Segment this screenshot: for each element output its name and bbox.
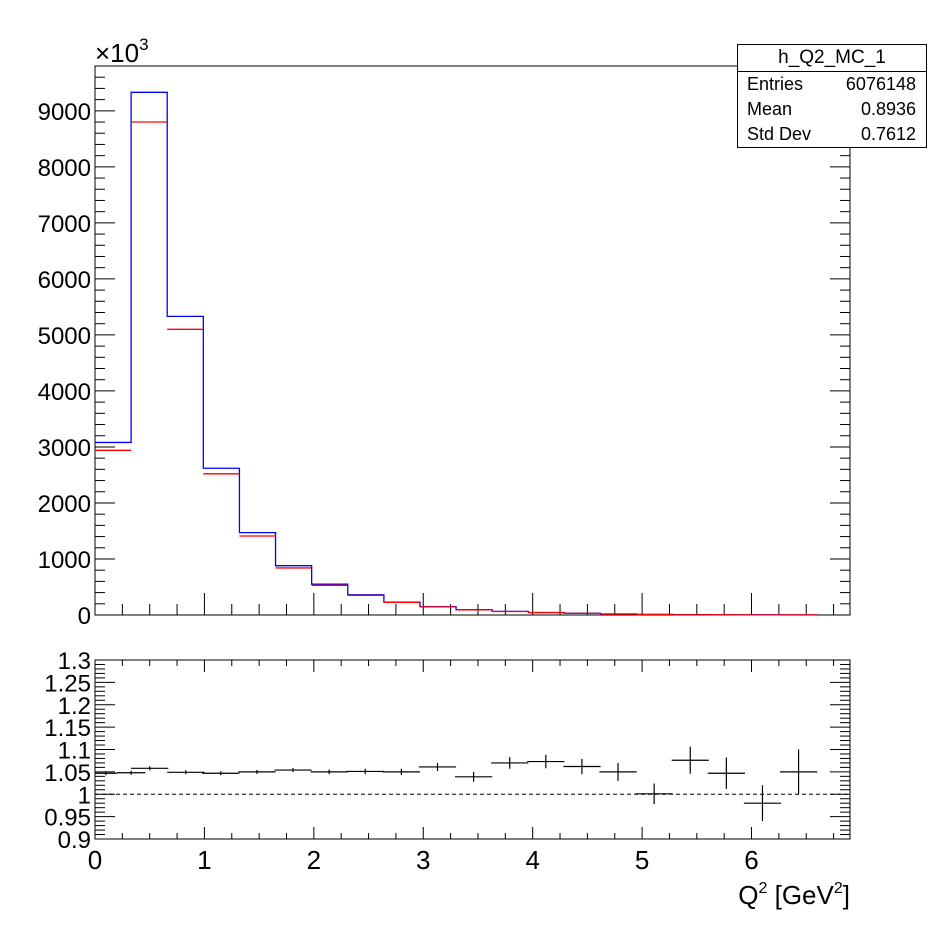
stats-label: Entries	[747, 74, 804, 94]
ratio-point	[382, 768, 420, 776]
ratio-point	[779, 749, 818, 795]
y-tick-label: 1000	[38, 547, 91, 574]
ratio-y-tick-label: 0.95	[44, 805, 91, 832]
ratio-y-tick-label: 1.2	[58, 693, 91, 720]
top-histogram-panel: 0 1000 2000 3000 4000 5000 6000 7000 8000 9000 ×10…	[38, 35, 851, 630]
stats-value: 0.8936	[860, 99, 916, 119]
ratio-point	[202, 771, 240, 776]
ratio-point	[310, 769, 348, 775]
y-tick-label: 8000	[38, 155, 91, 182]
x-axis-title-part: [GeV	[767, 880, 834, 910]
y-tick-label: 0	[78, 603, 91, 630]
ratio-point	[454, 771, 493, 782]
stats-row-mean: Mean 0.8936	[738, 97, 926, 122]
x-axis-title-part: ]	[843, 880, 850, 910]
ratio-y-tick-label: 0.9	[58, 827, 91, 854]
ratio-point	[131, 766, 169, 771]
stats-row-stddev: Std Dev 0.7612	[738, 122, 926, 147]
stats-label: Mean	[747, 99, 793, 119]
ratio-y-tick-label: 1.05	[44, 760, 91, 787]
x-axis-title-part: 2	[834, 880, 843, 897]
x-tick-label: 3	[416, 845, 430, 875]
mc-histogram-line	[95, 91, 818, 616]
stats-value: 6076148	[845, 74, 916, 94]
x-tick-label: 6	[744, 845, 758, 875]
ratio-point	[238, 769, 276, 774]
stats-box: h_Q2_MC_1 Entries 6076148 Mean 0.8936 St…	[737, 44, 927, 148]
x-axis-title-part: Q	[738, 880, 758, 910]
x-tick-label: 0	[88, 845, 102, 875]
stats-title: h_Q2_MC_1	[738, 45, 926, 72]
x-axis-title-part: 2	[758, 880, 767, 897]
y-tick-label: 6000	[38, 267, 91, 294]
ratio-point	[95, 771, 117, 776]
y-tick-label: 5000	[38, 323, 91, 350]
ratio-y-tick-label: 1.15	[44, 715, 91, 742]
y-tick-label: 3000	[38, 435, 91, 462]
bottom-frame	[94, 659, 851, 840]
ratio-point	[563, 758, 601, 775]
x-tick-label: 5	[635, 845, 649, 875]
x-tick-label: 4	[525, 845, 539, 875]
ratio-point	[707, 757, 745, 789]
y-tick-label: 2000	[38, 491, 91, 518]
stats-row-entries: Entries 6076148	[738, 72, 926, 97]
ratio-point	[116, 770, 146, 775]
top-frame	[94, 65, 851, 616]
ratio-point	[491, 757, 529, 769]
y-tick-label: 4000	[38, 379, 91, 406]
ratio-point	[527, 754, 565, 769]
ratio-point	[635, 783, 673, 805]
ratio-y-tick-label: 1.25	[44, 670, 91, 697]
ratio-y-tick-label: 1.1	[58, 738, 91, 765]
stats-label: Std Dev	[747, 124, 812, 144]
ratio-point	[599, 762, 637, 781]
y-tick-label: 9000	[38, 99, 91, 126]
x-axis-title: Q2 [GeV2]	[738, 880, 850, 910]
ratio-y-tick-label: 1.3	[58, 648, 91, 675]
multiplier-label: ×103	[95, 35, 149, 68]
ratio-point	[167, 770, 205, 775]
ratio-point	[671, 746, 709, 774]
ratio-point	[743, 785, 782, 822]
ratio-y-tick-label: 1	[78, 782, 91, 809]
x-tick-label: 2	[307, 845, 321, 875]
y-tick-label: 7000	[38, 211, 91, 238]
ratio-point	[274, 768, 312, 773]
multiplier-exponent: 3	[139, 35, 148, 54]
stats-value: 0.7612	[860, 124, 916, 144]
x-tick-label: 1	[197, 845, 211, 875]
ratio-point	[346, 768, 384, 775]
ratio-point	[418, 762, 457, 771]
